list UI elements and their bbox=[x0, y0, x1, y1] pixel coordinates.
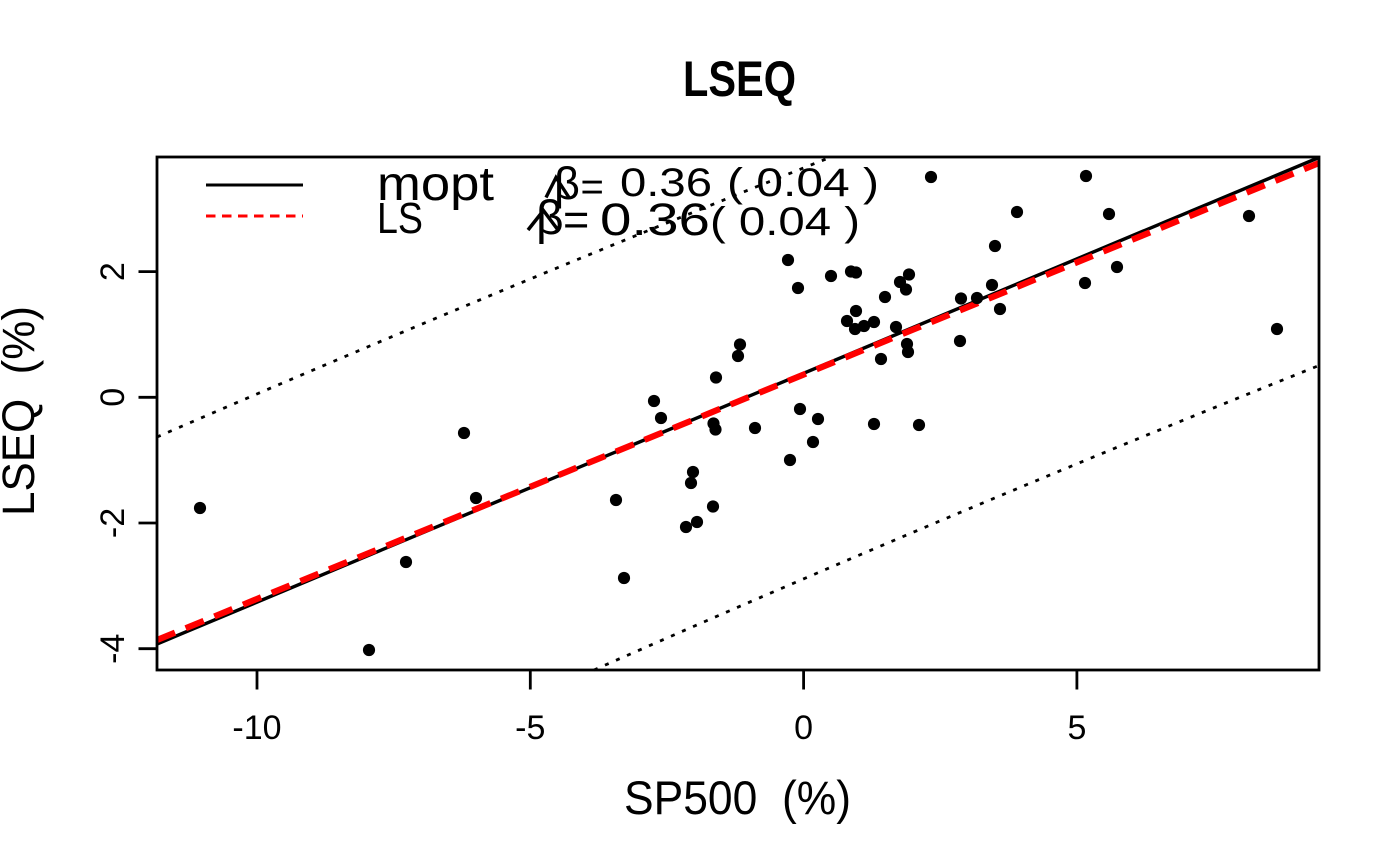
svg-text:=: = bbox=[581, 165, 604, 209]
svg-text:SP500 (%): SP500 (%) bbox=[624, 771, 851, 824]
svg-text:( 0.04 ): ( 0.04 ) bbox=[710, 200, 860, 244]
svg-text:LSEQ: LSEQ bbox=[683, 51, 796, 107]
svg-text:5: 5 bbox=[1067, 709, 1086, 747]
svg-text:0.36: 0.36 bbox=[600, 194, 710, 245]
svg-text:=: = bbox=[563, 194, 589, 245]
svg-text:2: 2 bbox=[94, 262, 132, 281]
svg-text:-4: -4 bbox=[94, 634, 132, 664]
svg-text:( 0.04 ): ( 0.04 ) bbox=[727, 161, 879, 205]
svg-text:-5: -5 bbox=[515, 709, 545, 747]
svg-text:LS: LS bbox=[377, 194, 423, 243]
svg-text:-2: -2 bbox=[94, 508, 132, 538]
svg-text:LSEQ (%): LSEQ (%) bbox=[0, 306, 44, 516]
svg-text:mopt: mopt bbox=[377, 158, 494, 211]
svg-text:0: 0 bbox=[794, 709, 813, 747]
svg-text:0.36: 0.36 bbox=[620, 161, 712, 205]
svg-text:-10: -10 bbox=[232, 709, 281, 747]
svg-text:0: 0 bbox=[94, 388, 132, 407]
